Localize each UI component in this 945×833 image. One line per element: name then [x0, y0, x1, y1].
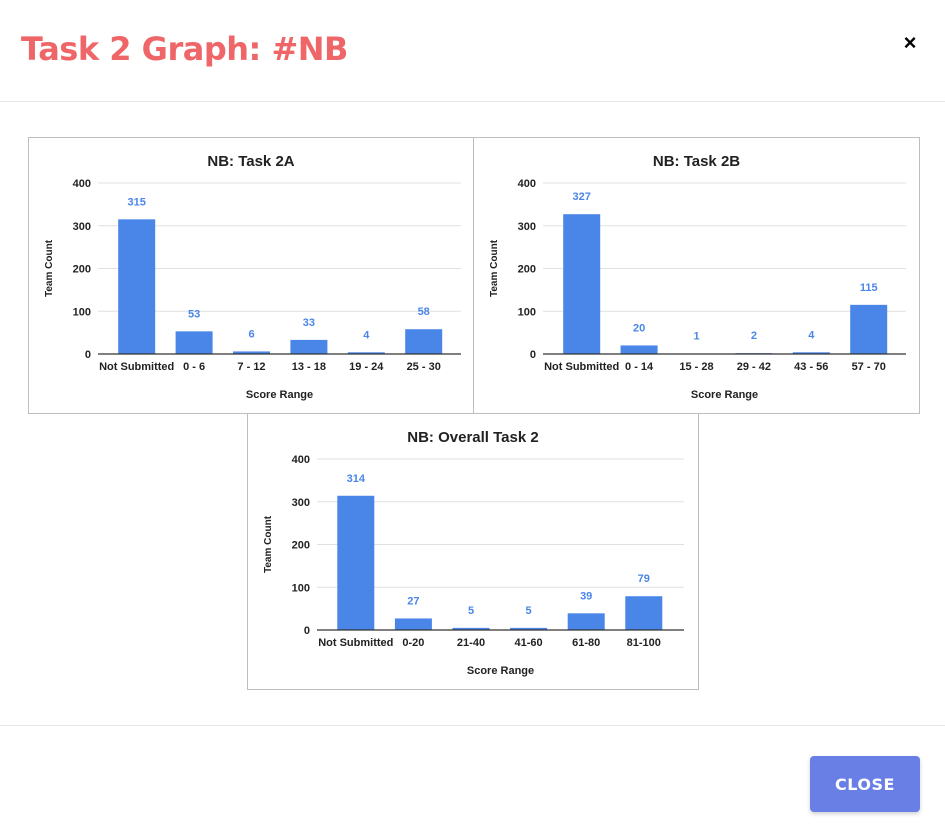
- data-label: 314: [347, 473, 366, 485]
- data-label: 1: [693, 331, 699, 343]
- chart-svg: NB: Overall Task 2 0 100 200 300 400 314 Not Su…: [263, 429, 684, 677]
- bar: [563, 214, 601, 354]
- chart-title: NB: Overall Task 2: [407, 429, 538, 446]
- y-tick-label: 0: [530, 349, 536, 361]
- data-label: 4: [808, 329, 815, 341]
- modal-title: Task 2 Graph: #NB: [21, 30, 348, 68]
- bar: [118, 219, 156, 354]
- y-axis-title: Team Count: [44, 239, 55, 297]
- x-tick-label: 29 - 42: [737, 361, 771, 373]
- bar: [290, 339, 328, 354]
- bar: [625, 596, 663, 630]
- x-tick-label: 25 - 30: [407, 361, 441, 373]
- x-tick-label: 0-20: [402, 637, 424, 649]
- x-tick-label: 15 - 28: [679, 361, 713, 373]
- data-label: 327: [573, 191, 591, 203]
- close-icon[interactable]: ×: [903, 30, 917, 55]
- y-tick-label: 400: [292, 454, 310, 466]
- data-label: 79: [638, 573, 650, 585]
- x-tick-label: Not Submitted: [99, 361, 174, 373]
- data-label: 5: [526, 605, 532, 617]
- chart-task-2a: NB: Task 2A 0 100 200 300 400 315 Not Submitted…: [28, 137, 474, 414]
- x-tick-label: 0 - 14: [625, 361, 654, 373]
- bar: [510, 627, 548, 630]
- chart-title: NB: Task 2B: [653, 153, 740, 170]
- x-tick-label: 57 - 70: [852, 361, 886, 373]
- bar: [452, 627, 490, 630]
- x-tick-label: 19 - 24: [349, 361, 384, 373]
- x-tick-label: Not Submitted: [318, 637, 393, 649]
- x-tick-label: Not Submitted: [544, 361, 619, 373]
- close-button[interactable]: CLOSE: [810, 756, 920, 812]
- data-label: 5: [468, 605, 474, 617]
- data-label: 4: [363, 329, 370, 341]
- chart-svg: NB: Task 2B 0 100 200 300 400 327 Not Submitted…: [489, 153, 906, 401]
- bar: [337, 495, 375, 630]
- y-tick-label: 100: [518, 306, 536, 318]
- y-tick-label: 400: [518, 178, 536, 190]
- chart-overall-task-2: NB: Overall Task 2 0 100 200 300 400 314 Not Su…: [247, 413, 699, 690]
- x-axis-title: Score Range: [691, 389, 758, 401]
- chart-svg: NB: Task 2A 0 100 200 300 400 315 Not Submitted…: [44, 153, 461, 401]
- data-label: 53: [188, 308, 200, 320]
- x-tick-label: 43 - 56: [794, 361, 828, 373]
- bar: [792, 352, 830, 354]
- bar: [567, 613, 605, 630]
- y-tick-label: 0: [85, 349, 91, 361]
- y-tick-label: 300: [518, 221, 536, 233]
- bar: [620, 345, 658, 354]
- y-tick-label: 100: [73, 306, 91, 318]
- bar: [850, 304, 888, 354]
- x-tick-label: 7 - 12: [237, 361, 265, 373]
- modal-header: Task 2 Graph: #NB ×: [0, 0, 945, 102]
- bar: [175, 331, 213, 354]
- y-tick-label: 200: [518, 264, 536, 276]
- chart-title: NB: Task 2A: [207, 153, 294, 170]
- modal-footer: [0, 725, 945, 833]
- bar: [394, 618, 432, 630]
- bar: [233, 351, 270, 354]
- x-axis-title: Score Range: [246, 389, 313, 401]
- y-tick-label: 100: [292, 582, 310, 594]
- y-tick-label: 200: [73, 264, 91, 276]
- x-tick-label: 81-100: [627, 637, 661, 649]
- x-tick-label: 21-40: [457, 637, 485, 649]
- x-tick-label: 13 - 18: [292, 361, 326, 373]
- data-label: 20: [633, 322, 645, 334]
- y-axis-title: Team Count: [263, 515, 274, 573]
- x-tick-label: 61-80: [572, 637, 600, 649]
- chart-task-2b: NB: Task 2B 0 100 200 300 400 327 Not Submitted…: [473, 137, 920, 414]
- y-axis-title: Team Count: [489, 239, 500, 297]
- data-label: 315: [128, 196, 146, 208]
- data-label: 33: [303, 317, 315, 329]
- y-tick-label: 300: [292, 497, 310, 509]
- bar: [347, 352, 385, 354]
- y-tick-label: 0: [304, 625, 310, 637]
- data-label: 115: [860, 282, 878, 294]
- x-axis-title: Score Range: [467, 665, 534, 677]
- data-label: 6: [248, 328, 254, 340]
- x-tick-label: 0 - 6: [183, 361, 205, 373]
- data-label: 39: [580, 590, 592, 602]
- data-label: 27: [407, 595, 419, 607]
- y-tick-label: 300: [73, 221, 91, 233]
- data-label: 58: [418, 306, 430, 318]
- y-tick-label: 200: [292, 540, 310, 552]
- x-tick-label: 41-60: [515, 637, 543, 649]
- bar: [405, 329, 443, 354]
- data-label: 2: [751, 330, 757, 342]
- y-tick-label: 400: [73, 178, 91, 190]
